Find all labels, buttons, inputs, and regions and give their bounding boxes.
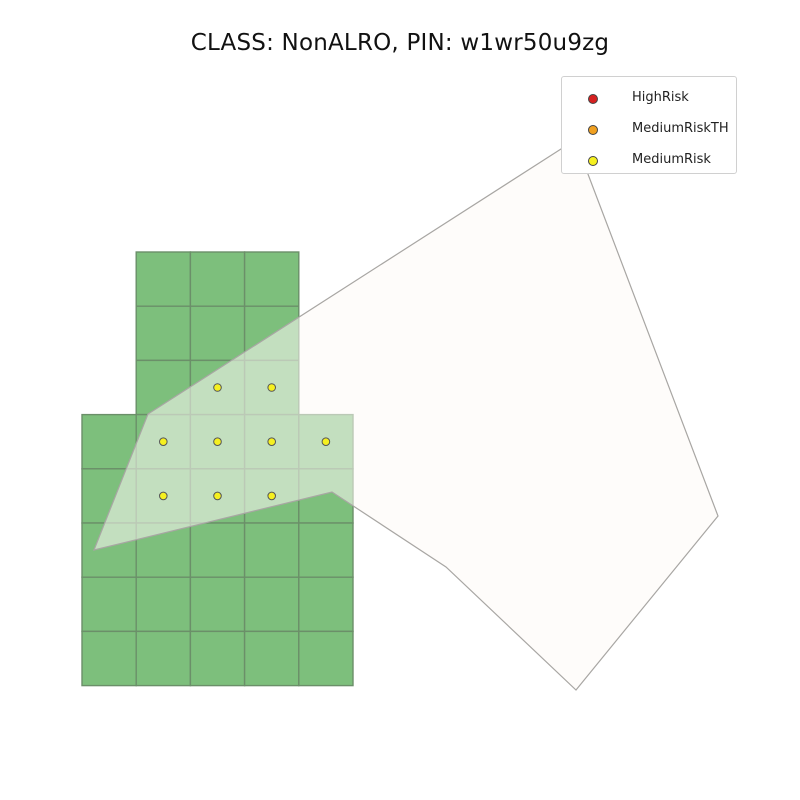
grid-cell (135, 251, 192, 307)
legend-item-medium-risk-th: MediumRiskTH (562, 120, 738, 140)
grid-cell (243, 251, 300, 307)
parcel-polygon (93, 139, 719, 691)
grid-cell (298, 522, 354, 578)
legend-label-high-risk: HighRisk (632, 90, 689, 105)
medium-risk-marker-icon (588, 156, 598, 166)
risk-point (159, 491, 168, 501)
legend-label-medium-risk: MediumRisk (632, 152, 711, 167)
map-title: CLASS: NonALRO, PIN: w1wr50u9zg (190, 30, 610, 56)
legend-item-high-risk: HighRisk (562, 89, 738, 109)
risk-point (213, 437, 222, 447)
grid-cell (189, 576, 246, 633)
grid-cell (243, 522, 300, 578)
risk-point (213, 383, 222, 392)
grid-cell (189, 251, 246, 307)
grid-cell (81, 630, 137, 687)
grid-cell (189, 305, 246, 362)
risk-point (213, 491, 222, 501)
grid-cell (243, 576, 300, 633)
risk-point (267, 383, 277, 392)
map-legend: HighRisk MediumRiskTH MediumRisk (561, 76, 737, 174)
medium-risk-th-marker-icon (588, 125, 598, 135)
risk-points (159, 383, 331, 501)
grid-cell (189, 630, 246, 687)
risk-point (159, 437, 168, 447)
grid-cell (135, 630, 192, 687)
legend-label-medium-risk-th: MediumRiskTH (632, 121, 729, 136)
grid-cell (243, 630, 300, 687)
grid-cell (135, 576, 192, 633)
grid-cell (298, 630, 354, 687)
high-risk-marker-icon (588, 94, 598, 104)
risk-point (267, 491, 277, 501)
risk-point (267, 437, 277, 447)
risk-point (321, 437, 331, 447)
grid-cell (135, 305, 192, 362)
grid-cell (298, 576, 354, 633)
grid-cell (81, 576, 137, 633)
legend-item-medium-risk: MediumRisk (562, 151, 738, 171)
grid-cell (189, 522, 246, 578)
grid-cell (81, 413, 137, 470)
